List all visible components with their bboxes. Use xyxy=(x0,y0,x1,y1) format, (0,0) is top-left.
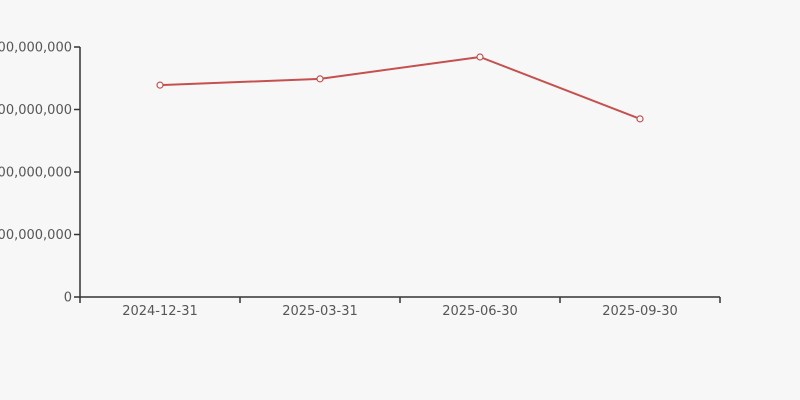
y-axis-label: 0 xyxy=(64,291,72,306)
x-axis-label: 2025-06-30 xyxy=(442,304,518,319)
y-axis-label: 800,000,000 xyxy=(0,41,72,56)
series-line xyxy=(159,56,641,120)
data-point[interactable] xyxy=(156,81,164,89)
y-axis-label: 400,000,000 xyxy=(0,166,72,181)
x-axis-label: 2024-12-31 xyxy=(122,304,198,319)
data-point[interactable] xyxy=(476,53,484,61)
data-point[interactable] xyxy=(316,75,324,83)
data-point[interactable] xyxy=(636,115,644,123)
x-axis-label: 2025-03-31 xyxy=(282,304,358,319)
y-axis-label: 200,000,000 xyxy=(0,228,72,243)
y-axis-label: 600,000,000 xyxy=(0,103,72,118)
x-axis-label: 2025-09-30 xyxy=(602,304,678,319)
